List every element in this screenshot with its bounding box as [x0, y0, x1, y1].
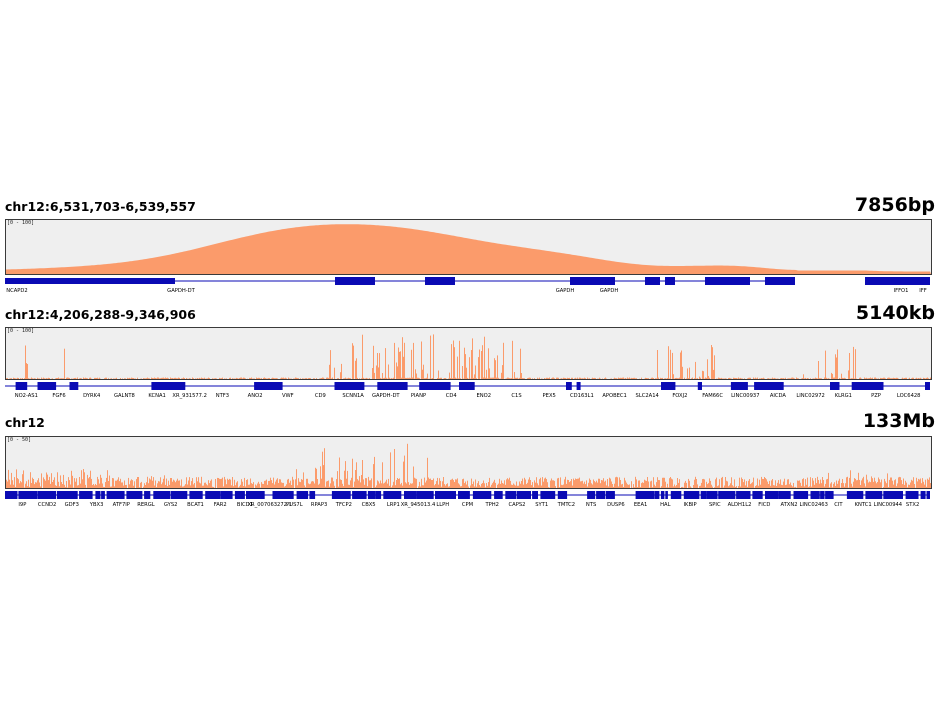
gene-label[interactable]: XR_007063272.1	[247, 502, 292, 508]
gene-label[interactable]: LINC02463	[799, 502, 828, 508]
gene-label[interactable]: VWF	[281, 393, 294, 399]
data-range-label: [0 - 100]	[7, 220, 35, 226]
gene-label[interactable]: CD4	[445, 393, 457, 399]
data-range-label: [0 - 100]	[7, 328, 35, 334]
gene-annotation-track[interactable]: I9P CCND2 GDF3 YBX3 ATF7IP RERGL GYS2 BCAT1 FAR2…	[5, 489, 932, 511]
gene-annotation-track[interactable]: NO2-AS1 FGF6 DYRK4 GALNT8 KCNA1 XR_931577.2 NT…	[5, 380, 932, 402]
coverage-track[interactable]: [0 - 100]	[5, 219, 932, 275]
coverage-track[interactable]: [0 - 100]	[5, 327, 932, 380]
gene-label[interactable]: NCAPD2	[6, 288, 28, 294]
coverage-area	[6, 224, 931, 274]
gene-label[interactable]: CPM	[461, 502, 474, 508]
gene-annotation-track[interactable]: NCAPD2 GAPDH-DT GAPDH GAPDH IFFO1 IFF	[5, 275, 932, 297]
locus-span: 7856bp	[854, 194, 935, 216]
gene-label[interactable]: LOC6428	[896, 393, 921, 399]
gene-label[interactable]: PUS7L	[286, 502, 303, 508]
gene-label[interactable]: CBX5	[361, 502, 376, 508]
gene-label[interactable]: NTS	[585, 502, 597, 508]
gene-label[interactable]: TPH2	[485, 502, 499, 508]
gene-label[interactable]: PZP	[871, 393, 881, 399]
gene-label[interactable]: RERGL	[137, 502, 155, 508]
gene-label[interactable]: DUSP6	[607, 502, 625, 508]
gene-label[interactable]: KNTC1	[854, 502, 872, 508]
gene-label[interactable]: CAPS2	[508, 502, 526, 508]
locus-span: 133Mb	[862, 410, 935, 432]
gene-label[interactable]: XR_931577.2	[172, 393, 207, 399]
gene-label[interactable]: C1S	[511, 393, 522, 399]
gene-label[interactable]: ALDH1L2	[727, 502, 752, 508]
gene-label[interactable]: ENO2	[476, 393, 492, 399]
gene-label[interactable]: NTF3	[215, 393, 230, 399]
locus-coordinates[interactable]: chr12	[5, 415, 45, 430]
coverage-bars	[6, 443, 931, 488]
gene-label[interactable]: STX2	[905, 502, 920, 508]
gene-label[interactable]: FOXJ2	[672, 393, 688, 399]
gene-label[interactable]: FAM66C	[702, 393, 723, 399]
gene-label[interactable]: FAR2	[213, 502, 227, 508]
gene-label[interactable]: IFF	[919, 288, 927, 294]
gene-label[interactable]: ATXN2	[780, 502, 798, 508]
gene-label[interactable]: AICDA	[769, 393, 786, 399]
gene-label[interactable]: GAPDH	[599, 288, 619, 294]
gene-label[interactable]: CIT	[834, 502, 843, 508]
gene-label[interactable]: ANO2	[247, 393, 263, 399]
gene-label[interactable]: HAL	[660, 502, 671, 508]
gene-label[interactable]: LRP1	[386, 502, 400, 508]
gene-label[interactable]: KCNA1	[148, 393, 166, 399]
data-range-label: [0 - 50]	[7, 437, 32, 443]
gene-label[interactable]: LINC02972	[796, 393, 825, 399]
panel-2-header: chr12:4,206,288-9,346,906 5140kb	[0, 302, 944, 324]
gene-label[interactable]: PEX5	[542, 393, 556, 399]
gene-label[interactable]: FGF6	[52, 393, 66, 399]
gene-label[interactable]: SCNN1A	[342, 393, 364, 399]
gene-label[interactable]: SLC2A14	[635, 393, 659, 399]
coverage-track[interactable]: [0 - 50]	[5, 436, 932, 489]
panel-3-header: chr12 133Mb	[0, 410, 944, 432]
gene-label[interactable]: YBX3	[89, 502, 104, 508]
gene-label[interactable]: GDF3	[64, 502, 79, 508]
gene-label[interactable]: CD163L1	[570, 393, 594, 399]
gene-label[interactable]: TFCP2	[335, 502, 352, 508]
gene-label[interactable]: ATF7IP	[112, 502, 130, 508]
locus-coordinates[interactable]: chr12:4,206,288-9,346,906	[5, 307, 196, 322]
coverage-bars	[6, 334, 931, 379]
gene-label[interactable]: APOBEC1	[602, 393, 627, 399]
gene-label[interactable]: IFFO1	[893, 288, 909, 294]
gene-label[interactable]: PIANP	[410, 393, 427, 399]
gene-label[interactable]: EEA1	[633, 502, 648, 508]
gene-label[interactable]: GAPDH-DT	[371, 393, 400, 399]
gene-label[interactable]: SPIC	[709, 502, 721, 508]
gene-label[interactable]: XR_945013.4	[400, 502, 436, 508]
gene-label[interactable]: LINC00944	[873, 502, 903, 508]
gene-models	[5, 277, 930, 285]
gene-label[interactable]: KLRG1	[834, 393, 852, 399]
gene-label[interactable]: LLPH	[436, 502, 450, 508]
gene-label[interactable]: CCND2	[37, 502, 57, 508]
gene-label[interactable]: TMTC2	[557, 502, 576, 508]
gene-label[interactable]: SYT1	[535, 502, 549, 508]
gene-models	[5, 491, 930, 499]
gene-label[interactable]: RPAP3	[310, 502, 328, 508]
gene-label[interactable]: BICD1	[236, 502, 253, 508]
locus-span: 5140kb	[855, 302, 935, 324]
gene-label[interactable]: GYS2	[163, 502, 178, 508]
gene-label[interactable]: LINC00937	[731, 393, 760, 399]
gene-label[interactable]: I9P	[18, 502, 27, 508]
gene-label[interactable]: FICD	[758, 502, 771, 508]
gene-label[interactable]: CD9	[314, 393, 326, 399]
gene-label[interactable]: GAPDH-DT	[167, 288, 195, 294]
panel-1-header: chr12:6,531,703-6,539,557 7856bp	[0, 194, 944, 216]
gene-label[interactable]: GAPDH	[555, 288, 575, 294]
gene-label[interactable]: IKBIP	[683, 502, 697, 508]
gene-label[interactable]: NO2-AS1	[14, 393, 38, 399]
gene-label[interactable]: BCAT1	[187, 502, 204, 508]
gene-models	[5, 382, 930, 390]
gene-label[interactable]: DYRK4	[83, 393, 101, 399]
locus-coordinates[interactable]: chr12:6,531,703-6,539,557	[5, 199, 196, 214]
gene-label[interactable]: GALNT8	[113, 393, 135, 399]
